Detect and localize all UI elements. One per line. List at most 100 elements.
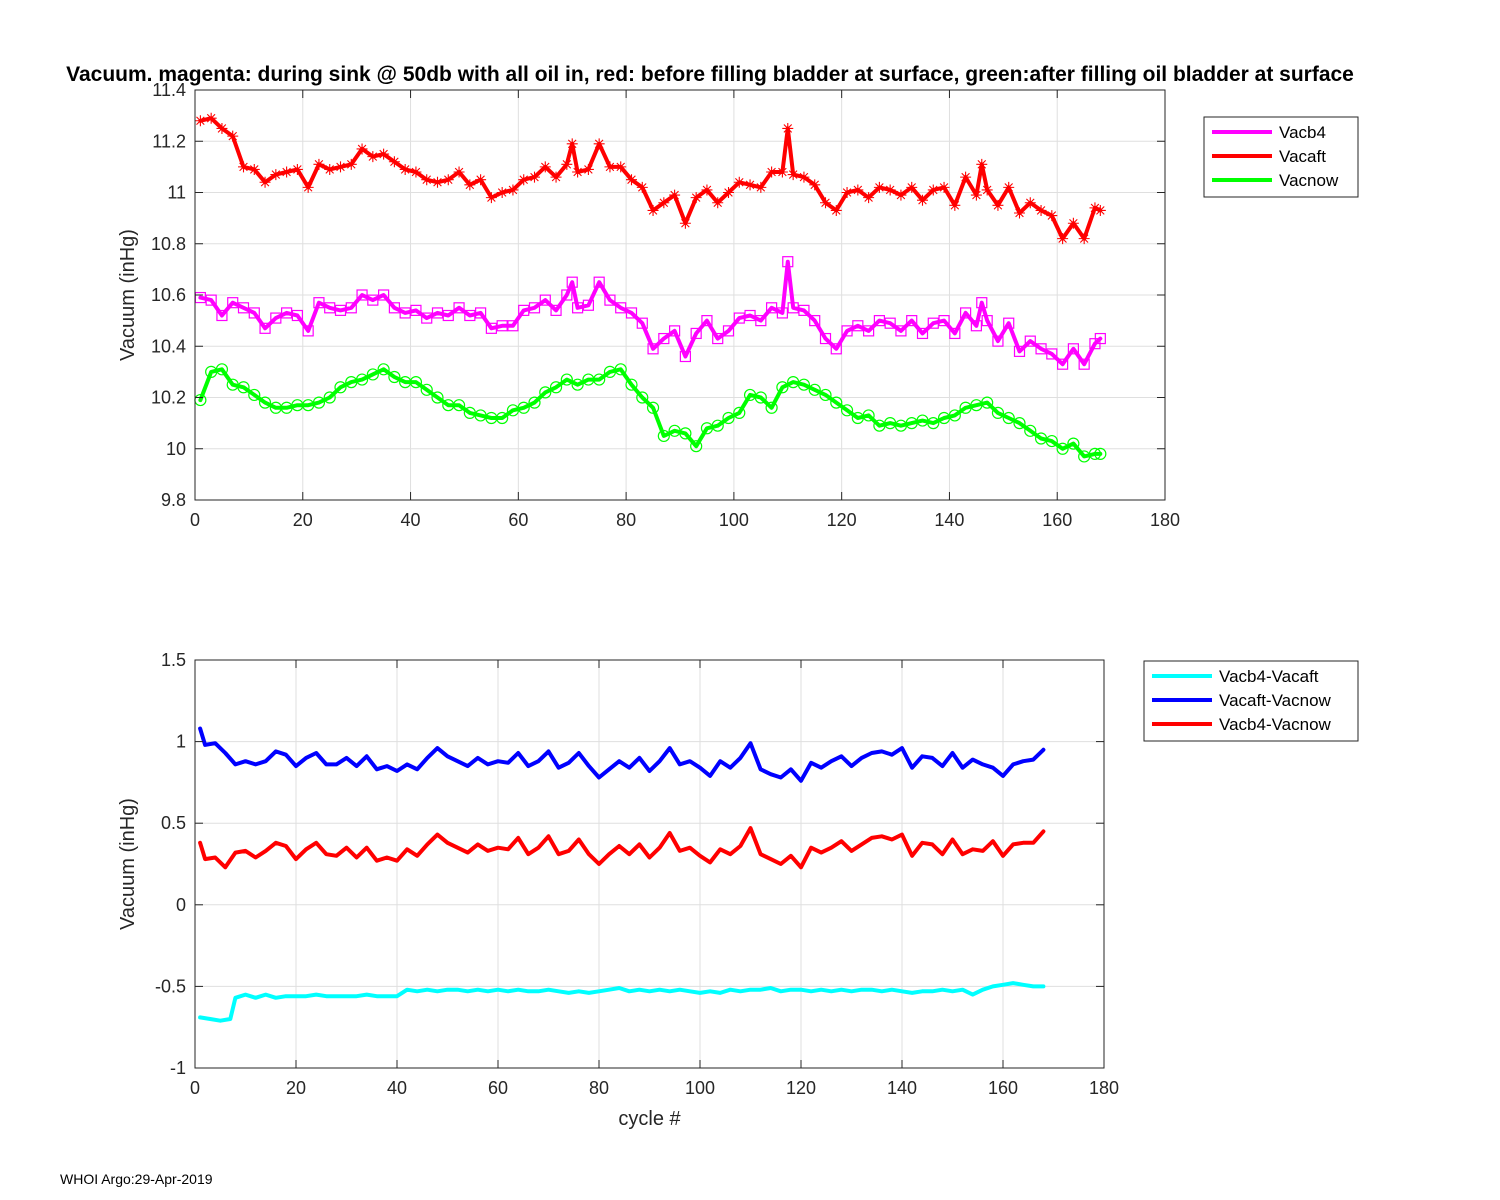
data-point-46: [679, 217, 691, 229]
data-point-25: [464, 309, 476, 322]
data-point-44: [658, 197, 670, 209]
data-point-41: [636, 391, 649, 404]
data-point-17: [378, 289, 390, 301]
data-point-53: [765, 401, 778, 414]
data-point-65: [873, 181, 885, 193]
data-point-5: [248, 307, 260, 319]
axes-box: [194, 659, 1105, 1069]
data-point-37: [582, 163, 594, 175]
legend-label: Vacb4-Vacaft: [1219, 667, 1319, 686]
data-point-72: [949, 199, 961, 211]
data-point-57: [787, 302, 799, 314]
data-point-13: [335, 161, 346, 173]
data-point-39: [614, 363, 627, 376]
data-point-26: [475, 174, 487, 186]
data-point-21: [421, 174, 433, 186]
data-point-60: [820, 197, 831, 209]
data-point-39: [604, 294, 616, 306]
data-point-65: [873, 315, 885, 327]
data-point-83: [1088, 447, 1102, 460]
data-point-11: [312, 396, 326, 409]
data-point-17: [377, 363, 390, 376]
data-point-13: [334, 381, 347, 394]
data-point-16: [366, 368, 379, 381]
data-point-59: [809, 315, 821, 327]
data-point-49: [712, 197, 724, 209]
data-point-74: [991, 406, 1005, 419]
data-point-51: [733, 176, 745, 188]
data-point-62: [841, 325, 853, 337]
data-point-14: [345, 302, 357, 314]
y-tick-label: 10: [166, 439, 186, 459]
data-point-53: [755, 315, 767, 327]
data-point-83: [1057, 233, 1069, 245]
data-point-35: [571, 378, 584, 391]
data-point-50: [723, 187, 734, 198]
data-point-4: [237, 302, 250, 314]
data-point-54: [766, 166, 778, 178]
data-point-60: [840, 404, 854, 417]
data-point-27: [485, 192, 497, 204]
data-point-17: [378, 148, 390, 160]
data-point-61: [830, 204, 842, 216]
data-point-79: [1045, 434, 1058, 448]
x-tick-label: 140: [887, 1078, 917, 1098]
data-point-32: [539, 161, 551, 173]
data-point-38: [593, 138, 605, 150]
data-point-5: [248, 163, 260, 175]
y-tick-label: 11.4: [152, 80, 186, 100]
x-tick-label: 120: [827, 510, 857, 530]
x-tick-label: 0: [190, 510, 200, 530]
x-tick-label: 180: [1150, 510, 1180, 530]
data-point-22: [431, 391, 444, 404]
data-point-59: [809, 179, 821, 191]
data-point-24: [452, 399, 466, 412]
data-point-1: [205, 112, 217, 124]
data-point-81: [1035, 343, 1047, 355]
data-point-32: [539, 386, 552, 399]
data-point-29: [507, 320, 519, 332]
data-point-74: [970, 320, 982, 332]
data-point-52: [754, 391, 767, 404]
series-line: [198, 367, 1103, 459]
data-point-21: [420, 383, 433, 396]
data-point-44: [658, 332, 670, 345]
data-point-28: [496, 320, 508, 332]
series-vacb4: [194, 256, 1106, 370]
data-point-56: [782, 122, 794, 134]
data-point-8: [281, 166, 293, 178]
data-point-75: [976, 297, 988, 309]
data-point-42: [646, 401, 660, 414]
data-point-51: [733, 312, 745, 324]
data-point-28: [496, 187, 508, 198]
legend: Vacb4 Vacaft Vacnow: [1203, 116, 1359, 198]
data-point-16: [367, 294, 379, 306]
data-point-18: [388, 370, 401, 384]
x-tick-label: 140: [934, 510, 964, 530]
y-tick-label: 1: [176, 732, 186, 752]
x-tick-label: 80: [616, 510, 636, 530]
data-point-25: [464, 179, 476, 191]
x-tick-label: 20: [286, 1078, 306, 1098]
y-tick-label: 0.5: [161, 813, 186, 833]
data-point-41: [626, 174, 637, 186]
data-point-56: [797, 378, 811, 391]
data-point-23: [442, 174, 454, 186]
x-tick-label: 80: [589, 1078, 609, 1098]
data-point-67: [895, 325, 907, 337]
top-plot: 0 20 40 60 80 100 120 140 160 180 9.8 10 10.2 10.4 10.…: [117, 80, 1359, 530]
data-point-11: [313, 297, 325, 309]
data-point-40: [625, 378, 638, 391]
data-point-62: [862, 409, 875, 422]
data-point-1: [205, 294, 217, 306]
data-point-81: [1067, 437, 1080, 450]
data-point-73: [960, 307, 972, 319]
data-point-31: [529, 171, 540, 183]
data-point-35: [566, 138, 578, 150]
data-point-43: [647, 343, 659, 355]
y-tick-label: 0: [176, 895, 186, 915]
legend: Vacb4-Vacaft Vacaft-Vacnow Vacb4-Vacnow: [1143, 660, 1359, 742]
data-point-55: [776, 307, 788, 319]
data-point-52: [744, 309, 756, 322]
data-point-43: [657, 429, 670, 443]
